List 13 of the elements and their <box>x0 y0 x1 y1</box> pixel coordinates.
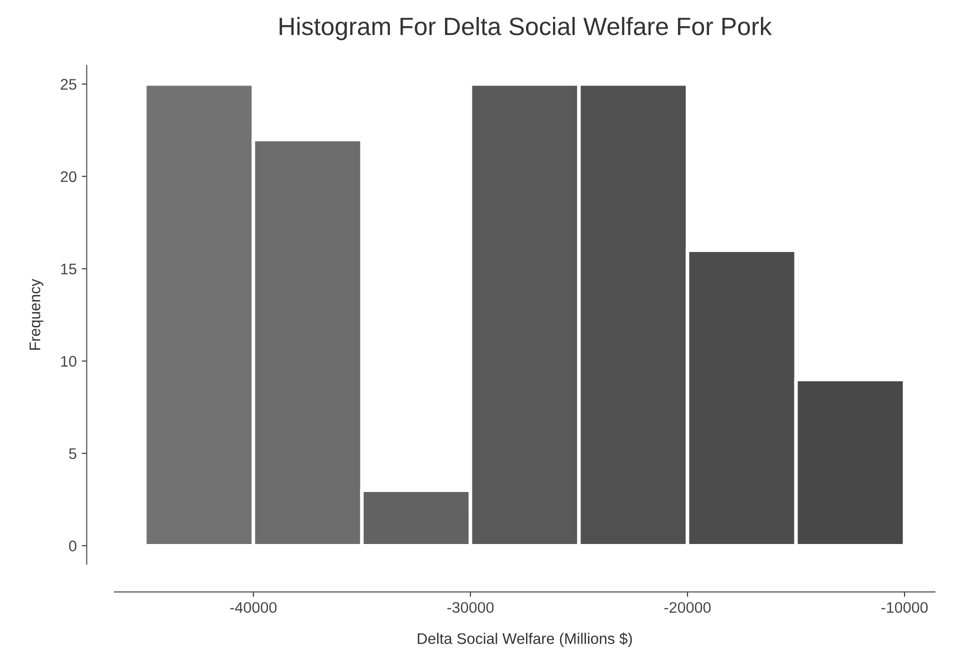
chart-title: Histogram For Delta Social Welfare For Pork <box>280 16 772 40</box>
y-tick-label: 25 <box>60 78 76 90</box>
y-axis-title: Frequency <box>30 278 44 350</box>
y-tick-label: 15 <box>61 264 76 274</box>
y-tick-label: 10 <box>61 356 76 367</box>
x-axis-title: Delta Social Welfare (Millions $) <box>418 632 632 648</box>
y-tick-label: 0 <box>69 540 76 552</box>
y-tick-label: 20 <box>60 171 76 182</box>
x-tick-label: -20000 <box>664 602 711 613</box>
x-tick-label: -10000 <box>881 602 928 613</box>
x-tick-label: -30000 <box>447 602 494 613</box>
x-tick-label: -40000 <box>230 602 277 613</box>
y-tick-label: 5 <box>69 448 76 460</box>
